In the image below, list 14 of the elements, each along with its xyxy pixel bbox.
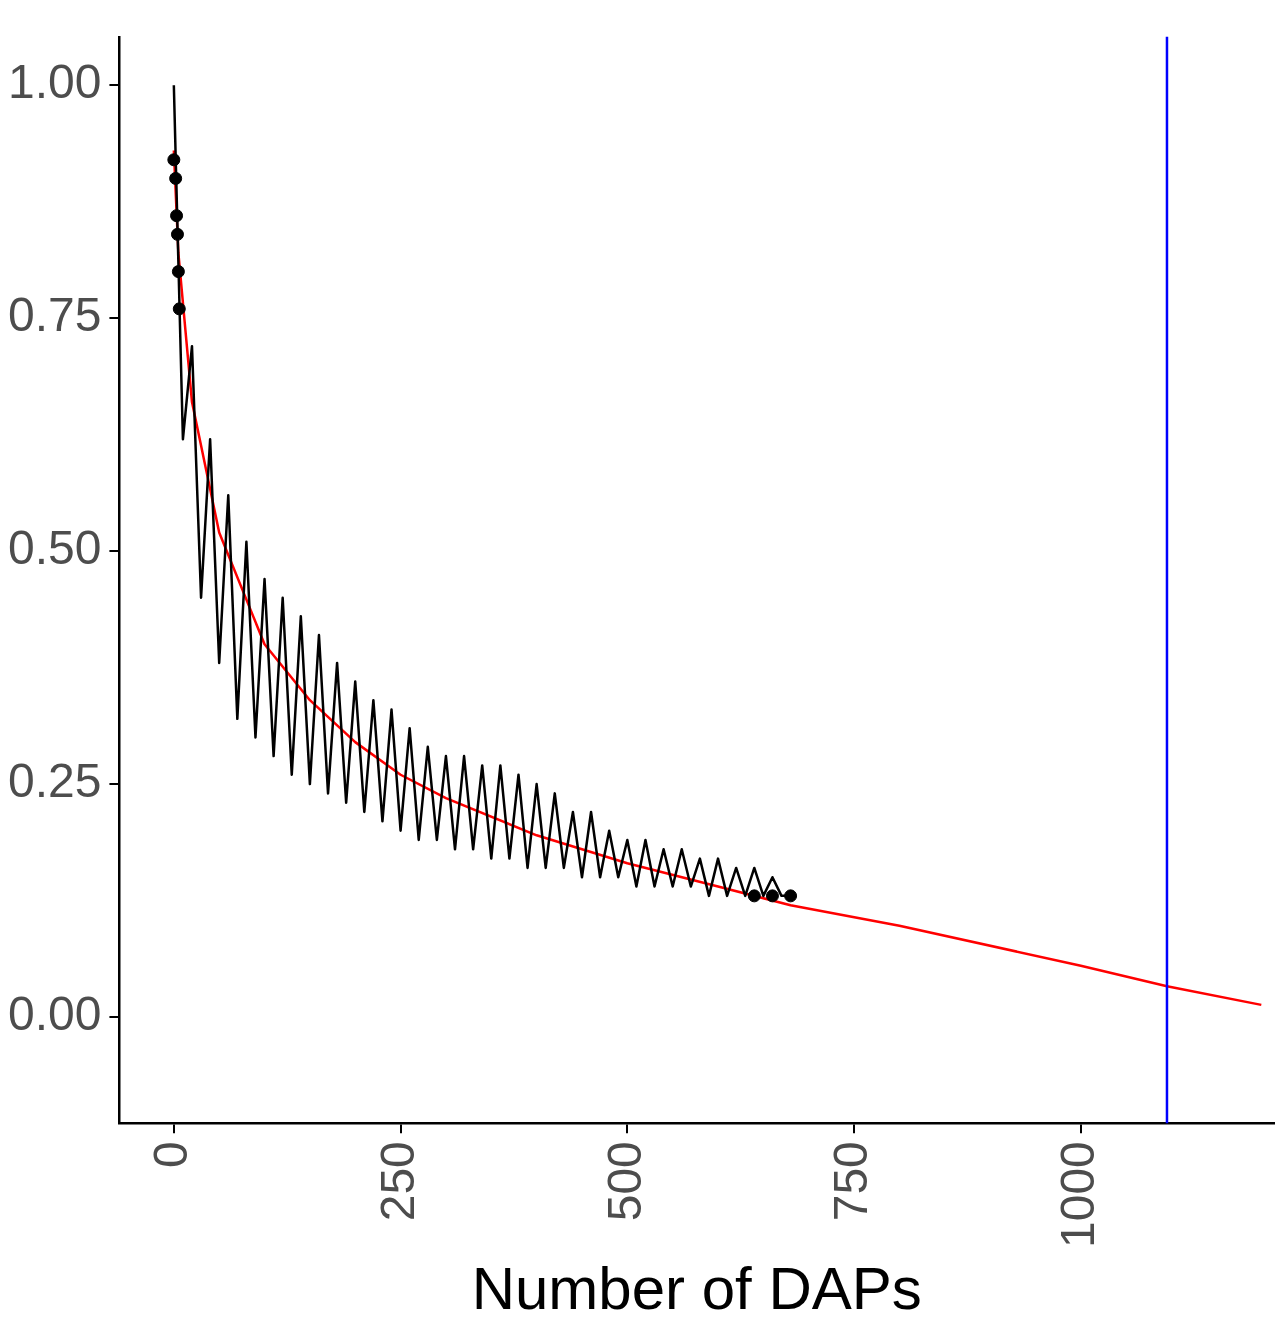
y-tick-label: 0.75	[8, 288, 102, 342]
y-tick-label: 1.00	[8, 55, 102, 109]
point	[747, 889, 761, 903]
y-tick-label: 0.00	[8, 987, 102, 1041]
x-tick-label: 500	[597, 1141, 651, 1222]
point	[784, 889, 798, 903]
x-tick-label: 0	[144, 1141, 198, 1168]
x-axis-title: Number of DAPs	[471, 1254, 922, 1322]
y-tick-label: 0.25	[8, 754, 102, 808]
y-tick-label: 0.50	[8, 521, 102, 575]
point	[765, 889, 779, 903]
x-tick-label: 750	[824, 1141, 878, 1222]
x-tick-label: 250	[370, 1141, 424, 1222]
x-tick-label: 1000	[1051, 1141, 1105, 1248]
